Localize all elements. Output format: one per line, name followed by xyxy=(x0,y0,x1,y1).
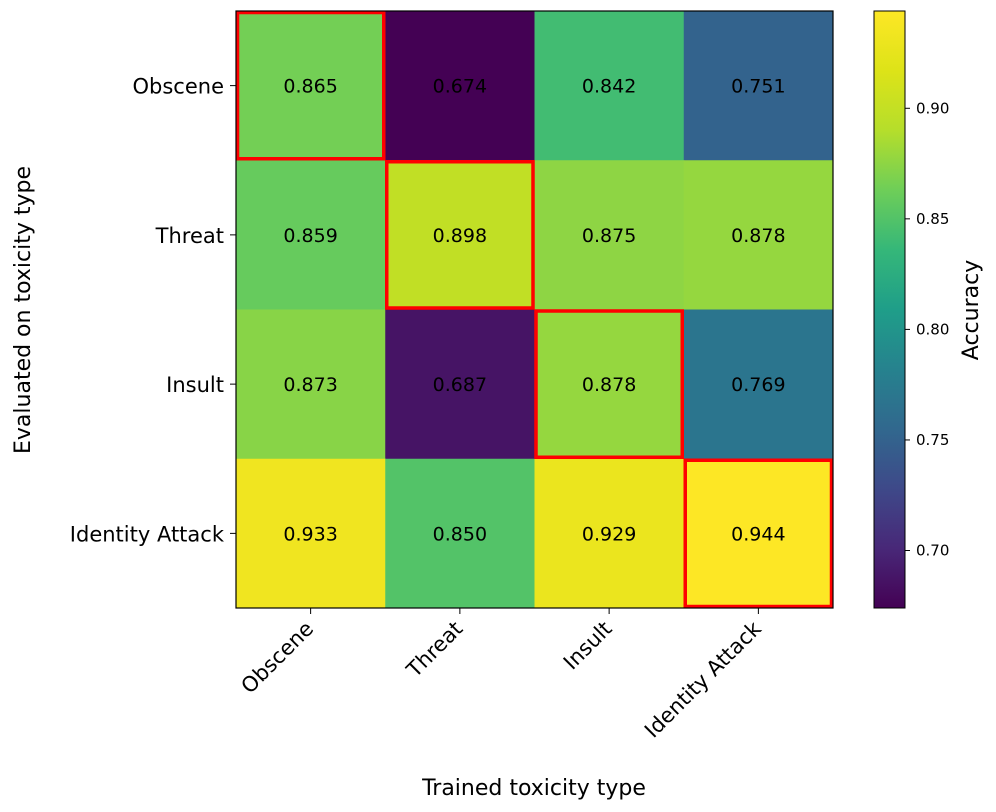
cell-value-label: 0.859 xyxy=(283,225,337,247)
heatmap-cell xyxy=(385,458,535,609)
x-axis-ticks: Obscene Threat Insult Identity Attack xyxy=(236,608,767,743)
y-axis-ticks: Obscene Threat Insult Identity Attack xyxy=(70,75,236,546)
cell-value-label: 0.873 xyxy=(283,374,337,396)
cell-value-label: 0.944 xyxy=(731,523,785,545)
colorbar-tick-label: 0.75 xyxy=(916,431,949,449)
heatmap-cell xyxy=(534,160,685,310)
heatmap-cell xyxy=(683,309,834,460)
cell-value-label: 0.933 xyxy=(283,523,337,545)
heatmap-cell xyxy=(236,11,386,161)
y-tick-label: Identity Attack xyxy=(70,522,225,546)
colorbar xyxy=(873,10,906,609)
diagonal-highlight-box xyxy=(534,309,684,459)
heatmap-cell xyxy=(385,309,535,460)
diagonal-highlight-box xyxy=(683,458,834,609)
heatmap-cell xyxy=(534,11,685,161)
x-tick-label: Obscene xyxy=(236,617,318,699)
heatmap-cell xyxy=(236,309,386,460)
heatmap-cell xyxy=(534,309,685,460)
y-tick-label: Obscene xyxy=(133,75,225,99)
heatmap-cell xyxy=(683,11,834,161)
diagonal-highlight-box xyxy=(385,160,535,310)
heatmap-cells: 0.865 0.674 0.842 0.751 0.859 0.898 0.875 0.878… xyxy=(236,11,834,609)
colorbar-label: Accuracy xyxy=(959,260,984,360)
x-tick-label: Threat xyxy=(401,617,467,683)
cell-value-label: 0.898 xyxy=(433,225,487,247)
colorbar-tick-label: 0.85 xyxy=(916,210,949,228)
cell-value-label: 0.751 xyxy=(731,76,785,98)
y-tick-label: Threat xyxy=(155,224,224,248)
heatmap-cell xyxy=(683,458,834,609)
colorbar-tick-label: 0.90 xyxy=(916,99,949,117)
heatmap-cell xyxy=(385,160,535,310)
cell-value-label: 0.842 xyxy=(582,76,636,98)
cell-value-label: 0.865 xyxy=(283,76,337,98)
cell-value-label: 0.850 xyxy=(433,523,487,545)
y-tick-label: Insult xyxy=(166,373,224,397)
diagonal-highlight-box xyxy=(235,10,386,161)
cell-value-label: 0.878 xyxy=(582,374,636,396)
colorbar-ticks: 0.70 0.75 0.80 0.85 0.90 xyxy=(905,99,949,560)
cell-value-label: 0.929 xyxy=(582,523,636,545)
cell-value-label: 0.878 xyxy=(731,225,785,247)
cell-value-label: 0.769 xyxy=(731,374,785,396)
heatmap-cell xyxy=(236,160,386,310)
heatmap-cell xyxy=(683,160,834,310)
x-axis-label: Trained toxicity type xyxy=(421,776,646,801)
colorbar-tick-label: 0.80 xyxy=(916,320,949,338)
cell-value-label: 0.687 xyxy=(433,374,487,396)
x-tick-label: Identity Attack xyxy=(640,616,767,743)
cell-value-label: 0.875 xyxy=(582,225,636,247)
heatmap-cell xyxy=(534,458,685,609)
x-tick-label: Insult xyxy=(559,617,617,675)
cell-value-label: 0.674 xyxy=(433,76,487,98)
heatmap-cell xyxy=(385,11,535,161)
heatmap-cell xyxy=(236,458,386,609)
colorbar-tick-label: 0.70 xyxy=(916,542,949,560)
diagonal-highlights xyxy=(235,10,834,609)
plot-frame xyxy=(235,10,834,609)
y-axis-label: Evaluated on toxicity type xyxy=(11,166,36,454)
